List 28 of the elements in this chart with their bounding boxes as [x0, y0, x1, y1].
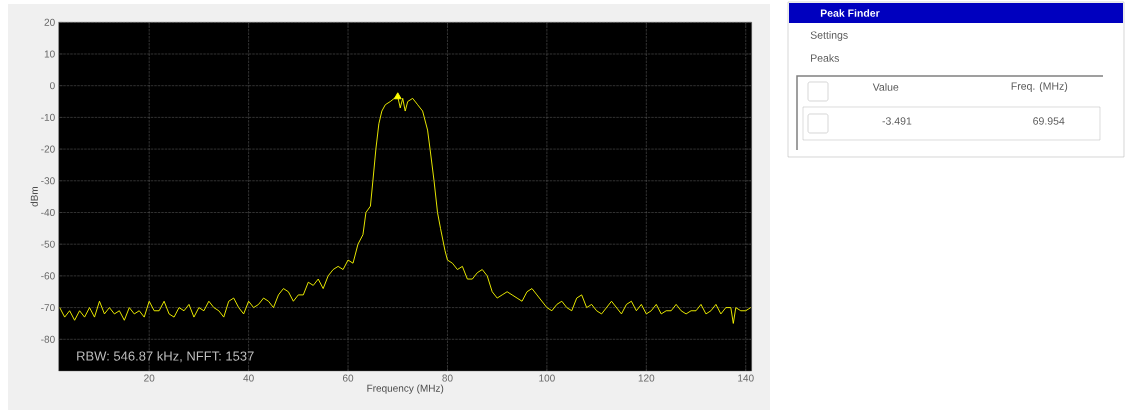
x-tick-label: 40 [243, 374, 254, 382]
text: -3.491 [882, 117, 912, 125]
y-tick-label: -10 [41, 113, 55, 121]
x-tick-label: 100 [539, 374, 555, 382]
y-tick-label: -40 [41, 208, 55, 217]
y-tick-label: 20 [44, 18, 55, 26]
y-tick-label: -60 [41, 272, 55, 280]
x-tick-label: 80 [442, 374, 453, 382]
x-tick-label: 20 [144, 374, 155, 382]
annotation: RBW: 546.87 kHz, NFFT: 1537 [77, 351, 254, 363]
y-tick-label: 10 [44, 50, 55, 58]
text: 69.954 [1033, 117, 1065, 125]
y-tick-label: -20 [41, 145, 55, 153]
y-axis-title: dBm [30, 187, 38, 207]
y-tick-label: -30 [41, 177, 55, 185]
text: Peaks [811, 54, 839, 62]
x-tick-label: 140 [738, 374, 754, 382]
x-axis-title: Frequency (MHz) [367, 384, 444, 394]
x-tick-label: 60 [342, 374, 354, 382]
y-tick-label: 0 [50, 82, 55, 90]
text: Freq. (MHz) [1011, 82, 1068, 92]
y-tick-label: -50 [41, 240, 55, 248]
text: Value [872, 83, 899, 91]
y-tick-label: -70 [41, 304, 55, 312]
y-tick-label: -80 [41, 335, 55, 343]
x-tick-label: 120 [638, 374, 655, 382]
text: Peak Finder [820, 9, 880, 17]
text: Settings [810, 31, 848, 41]
